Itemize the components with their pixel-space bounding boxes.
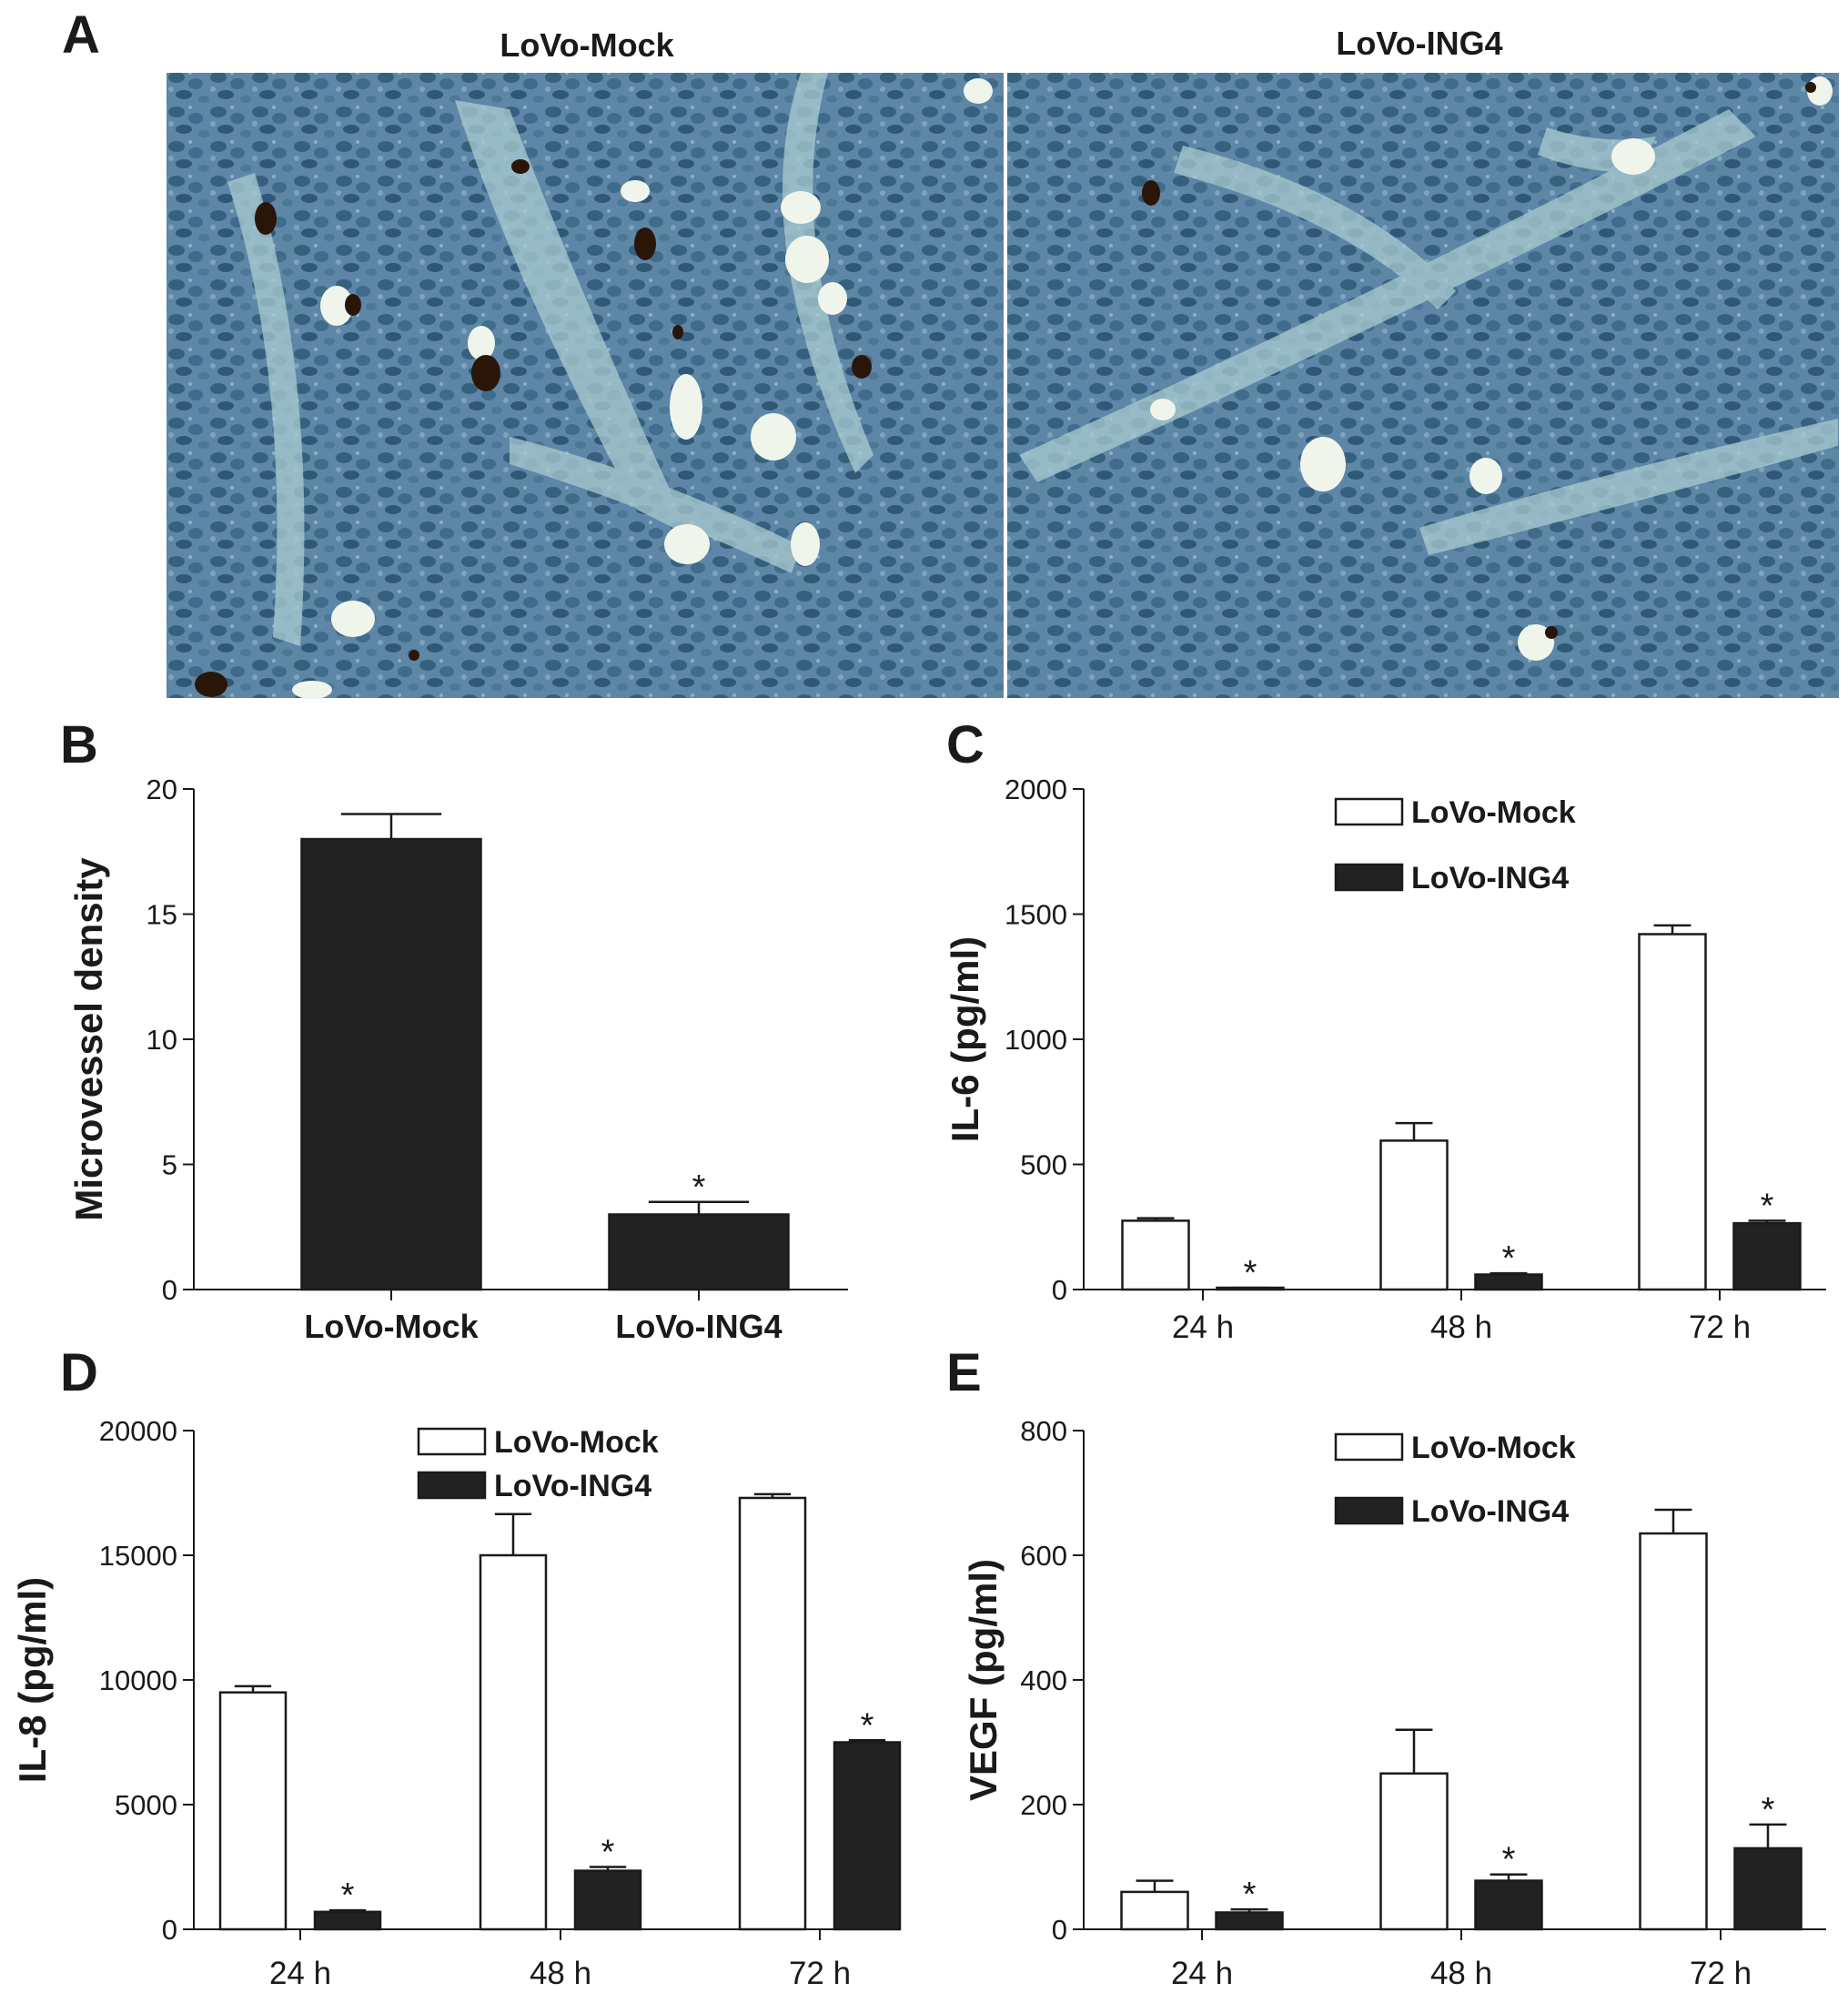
y-tick-label: 10000 <box>99 1664 177 1696</box>
y-tick-label: 800 <box>1020 1415 1067 1447</box>
panel-letter: E <box>946 1343 982 1402</box>
significance-star: * <box>692 1168 706 1207</box>
legend-label: LoVo-ING4 <box>494 1469 651 1503</box>
y-axis-label: Microvessel density <box>67 857 110 1221</box>
legend-label: LoVo-Mock <box>1411 795 1576 830</box>
bar-ing4 <box>573 1869 642 1931</box>
bar-ing4 <box>1474 1273 1543 1291</box>
chart-il8: D IL-8 (pg/ml) 0 5000 10000 15000 20000 24 h 48 … <box>11 1343 902 1991</box>
legend-label: LoVo-Mock <box>494 1425 659 1460</box>
bar-mock <box>1379 1139 1449 1291</box>
bar-mock <box>1639 1532 1708 1931</box>
legend-swatch <box>1334 1496 1404 1525</box>
bar-ing4 <box>1215 1911 1284 1931</box>
bar-ing4 <box>1474 1879 1543 1931</box>
x-tick-label: 24 h <box>1171 1956 1233 1991</box>
bar-ing4 <box>1733 1846 1803 1931</box>
panel-a-letter: A <box>62 5 100 65</box>
panel-letter: C <box>946 715 985 774</box>
y-tick-label: 0 <box>1052 1274 1067 1306</box>
x-tick-label: LoVo-ING4 <box>615 1308 782 1345</box>
significance-star: * <box>341 1877 355 1915</box>
y-tick-label: 10 <box>146 1024 177 1056</box>
micrograph-lovo-mock <box>167 73 1004 699</box>
x-tick-label: 48 h <box>530 1956 591 1991</box>
significance-star: * <box>1762 1791 1775 1829</box>
x-tick-label: 24 h <box>269 1956 331 1991</box>
y-tick-label: 20 <box>146 774 177 805</box>
y-tick-label: 20000 <box>99 1415 177 1447</box>
bar <box>608 1213 790 1291</box>
legend-swatch <box>1334 797 1404 826</box>
legend-swatch <box>1334 863 1404 892</box>
significance-star: * <box>1243 1876 1257 1914</box>
y-tick-label: 1500 <box>1005 899 1067 931</box>
panel-letter: B <box>60 715 98 774</box>
y-tick-label: 1000 <box>1005 1024 1067 1056</box>
bar-mock <box>218 1691 288 1931</box>
bar-mock <box>1638 933 1707 1291</box>
significance-star: * <box>1244 1254 1257 1292</box>
y-axis-label: VEGF (pg/ml) <box>962 1559 1005 1801</box>
x-tick-label: 48 h <box>1430 1956 1492 1991</box>
significance-star: * <box>1761 1187 1774 1225</box>
panel-a-micrographs: A LoVo-Mock LoVo-ING4 <box>62 5 1839 699</box>
micrograph-title-ing4: LoVo-ING4 <box>1336 25 1502 62</box>
y-tick-label: 15 <box>146 899 177 931</box>
chart-microvessel-density: B Microvessel density 0 5 10 15 20 LoVo-Mock LoV… <box>60 715 848 1345</box>
legend-swatch <box>1334 1432 1404 1462</box>
y-tick-label: 0 <box>162 1274 177 1306</box>
x-tick-label: 72 h <box>1689 1310 1751 1345</box>
bar-mock <box>1120 1890 1189 1931</box>
x-tick-label: 24 h <box>1172 1310 1234 1345</box>
significance-star: * <box>601 1834 615 1872</box>
significance-star: * <box>1502 1239 1516 1278</box>
x-tick-label: 48 h <box>1430 1310 1492 1345</box>
legend-swatch <box>417 1427 487 1456</box>
legend-label: LoVo-ING4 <box>1411 861 1569 895</box>
bar-ing4 <box>313 1910 382 1931</box>
chart-il6: C IL-6 (pg/ml) 0 500 1000 1500 2000 24 h 48 h 72 … <box>944 715 1826 1345</box>
y-tick-label: 600 <box>1020 1540 1067 1572</box>
micrograph-title-mock: LoVo-Mock <box>500 26 674 64</box>
y-tick-label: 0 <box>162 1914 177 1946</box>
y-axis-label: IL-8 (pg/ml) <box>11 1577 54 1783</box>
micrograph-lovo-ing4 <box>1007 73 1839 698</box>
y-tick-label: 200 <box>1020 1789 1067 1821</box>
y-tick-label: 500 <box>1020 1149 1067 1181</box>
x-tick-label: LoVo-Mock <box>304 1308 479 1345</box>
x-tick-label: 72 h <box>789 1956 851 1991</box>
y-tick-label: 15000 <box>99 1540 177 1572</box>
bar-ing4 <box>1732 1221 1802 1291</box>
y-tick-label: 2000 <box>1005 774 1067 805</box>
significance-star: * <box>861 1706 874 1745</box>
bar-mock <box>1121 1219 1190 1291</box>
panel-letter: D <box>60 1343 98 1402</box>
y-tick-label: 0 <box>1052 1914 1067 1946</box>
bar-mock <box>1379 1772 1449 1931</box>
bar-mock <box>738 1496 807 1931</box>
legend-label: LoVo-ING4 <box>1411 1494 1569 1529</box>
y-tick-label: 5000 <box>115 1789 177 1821</box>
y-tick-label: 400 <box>1020 1664 1067 1696</box>
legend-swatch <box>417 1471 487 1500</box>
chart-vegf: E VEGF (pg/ml) 0 200 400 600 800 24 h 48 h 72 h Lo… <box>946 1343 1826 1991</box>
y-axis-label: IL-6 (pg/ml) <box>944 936 986 1142</box>
bar <box>300 837 482 1291</box>
bar-mock <box>479 1553 548 1931</box>
bar-ing4 <box>1216 1286 1285 1291</box>
significance-star: * <box>1502 1841 1516 1879</box>
legend-label: LoVo-Mock <box>1411 1431 1576 1465</box>
bar-ing4 <box>833 1741 902 1931</box>
y-tick-label: 5 <box>162 1149 177 1181</box>
x-tick-label: 72 h <box>1690 1956 1752 1991</box>
